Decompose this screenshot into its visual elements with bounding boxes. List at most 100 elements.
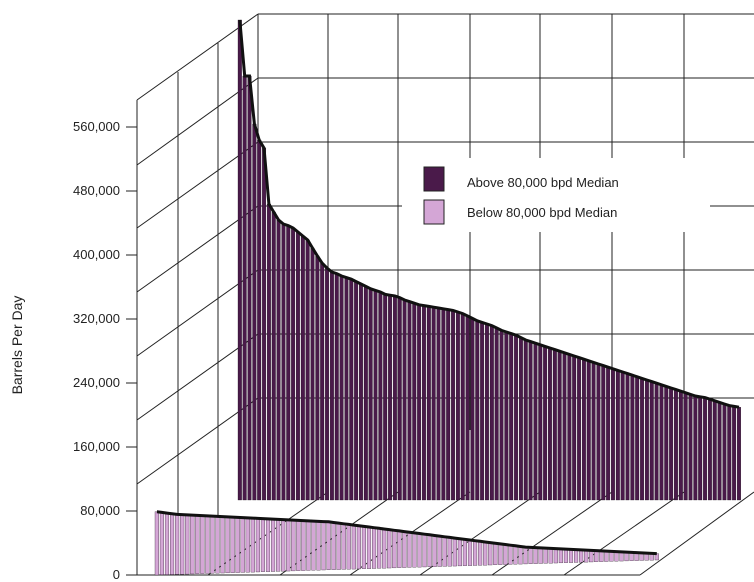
bar — [383, 294, 388, 501]
bar — [509, 333, 514, 501]
bar — [451, 310, 456, 501]
bar — [301, 520, 306, 571]
bar — [392, 530, 397, 569]
bar — [606, 367, 611, 501]
bar — [437, 535, 442, 567]
bar — [625, 373, 630, 501]
bar — [548, 548, 553, 564]
series-top-line — [156, 510, 657, 556]
bar — [732, 406, 737, 501]
bar — [533, 343, 538, 501]
bar — [591, 362, 596, 501]
bar — [242, 75, 247, 501]
bar — [180, 514, 185, 575]
bar — [200, 515, 205, 574]
bar — [513, 545, 518, 565]
bar — [712, 400, 717, 501]
bar — [190, 514, 195, 575]
bar — [237, 19, 242, 501]
bar — [538, 547, 543, 564]
bar — [581, 359, 586, 501]
bar — [412, 303, 417, 501]
bar — [518, 337, 523, 501]
bar — [205, 515, 210, 574]
y-tick-label: 240,000 — [73, 375, 120, 390]
bar — [412, 532, 417, 568]
legend-label-above: Above 80,000 bpd Median — [467, 175, 619, 190]
bar — [442, 536, 447, 567]
bar — [698, 396, 703, 501]
bar — [514, 335, 519, 501]
bar — [441, 308, 446, 501]
bar — [452, 537, 457, 567]
bar — [543, 547, 548, 564]
y-tick-label: 560,000 — [73, 119, 120, 134]
bar — [543, 346, 548, 501]
bar — [262, 147, 267, 501]
y-axis-ticks: 0 80,000 160,000 240,000 320,000 400,000 480,0… — [73, 119, 137, 582]
bar — [354, 281, 359, 501]
bar — [378, 291, 383, 501]
bar — [315, 255, 320, 501]
bar — [432, 535, 437, 567]
bar — [528, 341, 533, 501]
bar — [356, 525, 361, 570]
bar — [260, 518, 265, 572]
bar — [225, 516, 230, 574]
bar — [366, 526, 372, 569]
bar — [349, 279, 354, 501]
bar — [427, 534, 432, 567]
bar — [368, 288, 373, 501]
bar — [334, 273, 339, 501]
bar — [310, 247, 315, 501]
bar — [518, 546, 523, 565]
bar — [358, 283, 363, 501]
bar — [552, 349, 557, 501]
bar — [341, 523, 346, 570]
bar — [601, 365, 606, 501]
bar — [257, 139, 262, 501]
bar — [478, 541, 483, 566]
bar — [382, 528, 387, 569]
bar — [407, 301, 412, 501]
bar — [245, 517, 250, 573]
bar — [316, 521, 321, 571]
series-above-median — [237, 19, 741, 501]
bar — [346, 524, 351, 570]
bar — [640, 378, 645, 501]
bar — [599, 550, 604, 562]
bar — [215, 516, 220, 574]
bar — [305, 239, 310, 501]
bar — [266, 203, 271, 501]
bar — [276, 519, 281, 572]
bar — [664, 386, 669, 501]
y-axis-label: Barrels Per Day — [9, 296, 25, 395]
bar — [431, 307, 436, 501]
bar — [460, 313, 465, 501]
bar — [499, 330, 504, 501]
bar — [620, 371, 625, 501]
bar — [523, 339, 528, 501]
series-top-line — [238, 19, 740, 409]
bar — [498, 543, 503, 565]
bar — [336, 523, 341, 570]
bar — [270, 518, 276, 572]
bar — [407, 532, 412, 568]
bar — [579, 549, 584, 563]
bar — [392, 295, 397, 501]
bar — [533, 547, 538, 564]
bar — [688, 394, 693, 501]
bar — [417, 533, 422, 568]
bar — [331, 522, 336, 570]
bar — [325, 267, 330, 501]
bar — [659, 384, 664, 501]
bar — [252, 123, 257, 501]
bar — [265, 518, 271, 572]
bar — [373, 290, 378, 501]
bar — [344, 277, 349, 501]
bar — [235, 517, 240, 573]
legend: Above 80,000 bpd Median Below 80,000 bpd… — [402, 158, 710, 232]
bar — [371, 527, 377, 569]
bar — [493, 543, 498, 566]
bar — [321, 521, 326, 571]
